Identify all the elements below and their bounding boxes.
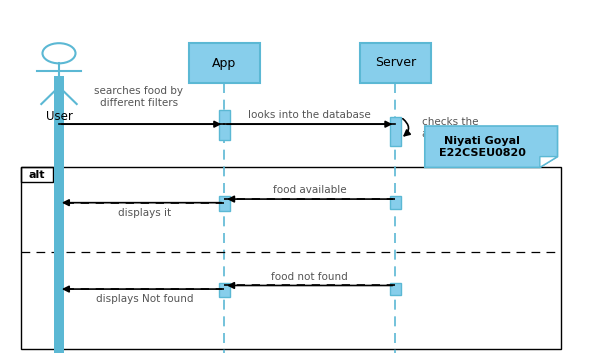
Text: Server: Server	[375, 57, 416, 69]
Bar	[360, 43, 431, 83]
Bar	[54, 76, 64, 353]
Text: looks into the database: looks into the database	[248, 109, 371, 120]
Text: App: App	[212, 57, 237, 69]
Bar	[390, 117, 401, 146]
Polygon shape	[540, 157, 558, 167]
Text: checks the
availability of food: checks the availability of food	[422, 117, 519, 139]
Bar	[390, 283, 401, 295]
Text: alt: alt	[29, 170, 45, 180]
Polygon shape	[425, 126, 558, 167]
Text: displays it: displays it	[118, 208, 171, 218]
Bar	[219, 196, 230, 211]
Bar	[21, 167, 560, 349]
Bar	[21, 167, 53, 182]
Text: food not found: food not found	[271, 271, 348, 282]
Bar	[219, 110, 230, 140]
Text: User: User	[45, 110, 73, 123]
Bar	[390, 196, 401, 209]
Text: Niyati Goyal
E22CSEU0820: Niyati Goyal E22CSEU0820	[439, 136, 526, 158]
Bar	[219, 283, 230, 297]
Bar	[189, 43, 260, 83]
Text: searches food by
different filters: searches food by different filters	[94, 86, 183, 108]
Text: food available: food available	[273, 185, 346, 195]
Text: displays Not found: displays Not found	[96, 294, 194, 305]
